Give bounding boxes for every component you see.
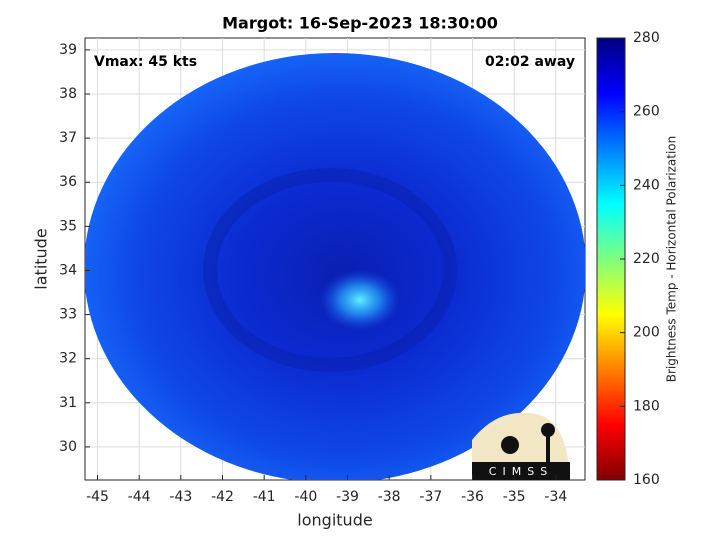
y-tick-label: 30 <box>59 439 77 455</box>
colorbar-tick-label: 240 <box>633 177 660 193</box>
y-tick-label: 35 <box>59 218 77 234</box>
swath <box>85 53 585 480</box>
colorbar-tick-label: 220 <box>633 251 660 267</box>
x-tick-label: -45 <box>86 489 109 505</box>
x-axis-label: longitude <box>297 511 372 530</box>
y-tick-label: 31 <box>59 395 77 411</box>
colorbar-tick-label: 180 <box>633 398 660 414</box>
y-tick-label: 32 <box>59 351 77 367</box>
y-tick-label: 34 <box>59 262 77 278</box>
x-tick-label: -44 <box>128 489 151 505</box>
logo-text: CIMSS <box>489 465 553 478</box>
annotation: Vmax: 45 kts <box>94 54 197 70</box>
image <box>85 53 585 480</box>
y-tick-label: 39 <box>59 42 77 58</box>
annotation: 02:02 away <box>485 54 575 70</box>
y-axis-label: latitude <box>32 228 51 289</box>
x-tick-label: -39 <box>336 489 359 505</box>
x-tick-label: -35 <box>503 489 526 505</box>
y-tick-label: 36 <box>59 174 77 190</box>
colorbar-tick-label: 280 <box>633 30 660 46</box>
y-tick-label: 38 <box>59 86 77 102</box>
colorbar-tick-label: 160 <box>633 472 660 488</box>
colorbar-tick-label: 260 <box>633 104 660 120</box>
x-tick-label: -41 <box>253 489 276 505</box>
x-tick-label: -36 <box>461 489 484 505</box>
x-tick-label: -42 <box>211 489 234 505</box>
y-tick-label: 33 <box>59 307 77 323</box>
logo: CIMSS <box>472 412 570 480</box>
x-tick-label: -40 <box>294 489 317 505</box>
x-tick-label: -37 <box>419 489 442 505</box>
band <box>203 168 457 372</box>
chart-title: Margot: 16-Sep-2023 18:30:00 <box>222 14 498 33</box>
x-tick-label: -34 <box>544 489 567 505</box>
x-tick-label: -38 <box>378 489 401 505</box>
bright-spot <box>320 270 400 330</box>
colorbar-tick-label: 200 <box>633 325 660 341</box>
x-tick-label: -43 <box>169 489 192 505</box>
colorbar-label: Brightness Temp - Horizontal Polarizatio… <box>665 136 679 383</box>
y-tick-label: 37 <box>59 130 77 146</box>
